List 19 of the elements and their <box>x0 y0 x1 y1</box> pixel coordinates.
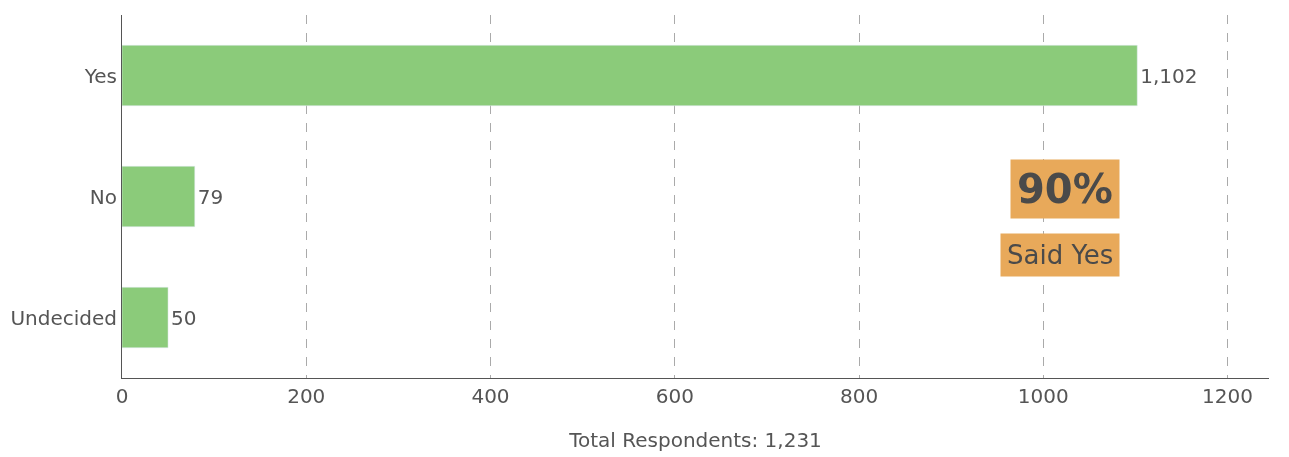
y-tick-label: No <box>89 184 117 209</box>
x-tick-label: 600 <box>655 384 694 408</box>
x-tick-label: 200 <box>287 384 326 408</box>
y-tick-label: Undecided <box>10 305 117 330</box>
x-tick-label: 400 <box>471 384 510 408</box>
bar <box>122 287 169 348</box>
bar <box>122 45 1138 106</box>
x-tick-label: 1000 <box>1017 384 1069 408</box>
annotation: 90% <box>1017 166 1113 212</box>
data-label: 1,102 <box>1140 63 1198 88</box>
annotation: Said Yes <box>1007 240 1114 270</box>
x-tick-label: 1200 <box>1202 384 1253 408</box>
x-tick-label: 800 <box>839 384 879 408</box>
data-label: 79 <box>197 184 224 209</box>
x-tick-label: 0 <box>115 384 129 408</box>
y-tick-label: Yes <box>83 63 117 88</box>
data-label: 50 <box>171 305 197 330</box>
x-axis-title: Total Respondents: 1,231 <box>568 427 822 452</box>
bar <box>122 166 196 227</box>
